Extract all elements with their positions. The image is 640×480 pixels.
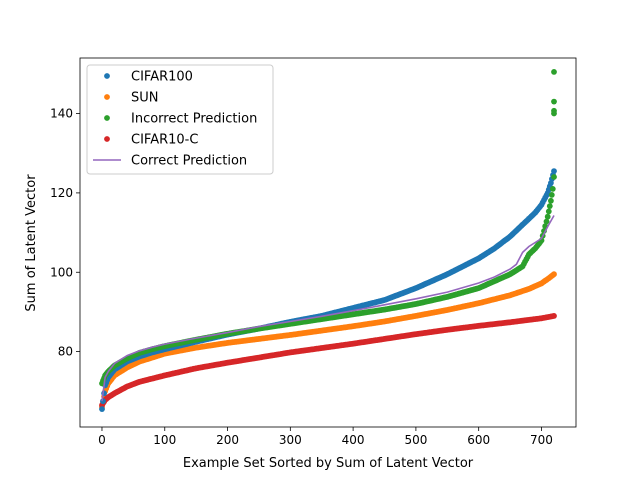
legend-swatch [104, 136, 110, 142]
legend-label: CIFAR10-C [131, 133, 198, 148]
legend-label: CIFAR100 [131, 70, 193, 85]
data-point [548, 197, 554, 204]
data-point [543, 218, 550, 225]
data-point [545, 208, 552, 215]
y-tick-label: 120 [50, 186, 73, 200]
legend-label: SUN [131, 91, 159, 106]
x-tick-label: 500 [404, 433, 427, 447]
series-line-correct-prediction [101, 215, 555, 402]
legend-item-sun: SUN [104, 91, 159, 106]
y-axis-label: Sum of Latent Vector [24, 174, 39, 312]
legend-swatch [104, 73, 110, 79]
x-tick-label: 100 [153, 433, 176, 447]
data-point [99, 406, 105, 412]
legend-swatch [104, 94, 110, 100]
legend-swatch [104, 115, 110, 121]
outlier-point [551, 98, 557, 105]
data-point [551, 313, 557, 319]
axes-frame [79, 57, 577, 428]
legend-label: Correct Prediction [131, 154, 247, 169]
series-correct-prediction [101, 215, 555, 402]
data-point [548, 192, 555, 198]
data-point [544, 213, 551, 220]
y-tick-label: 80 [58, 345, 73, 359]
data-point [551, 174, 557, 180]
x-tick-label: 400 [342, 433, 365, 447]
series-cifar10-c [99, 313, 557, 409]
data-point [549, 186, 556, 192]
legend-item-incorrect-prediction: Incorrect Prediction [104, 112, 257, 127]
y-tick-label: 100 [50, 265, 73, 279]
legend-label: Incorrect Prediction [131, 112, 257, 127]
x-axis-ticks: 0 100 200 300 400 500 600 700 [98, 427, 553, 447]
x-tick-label: 0 [98, 433, 106, 447]
outlier-point [551, 107, 557, 114]
data-point [551, 168, 557, 175]
outlier-point [551, 69, 557, 75]
x-tick-label: 700 [530, 433, 553, 447]
x-tick-label: 300 [279, 433, 302, 447]
legend-item-correct-prediction: Correct Prediction [93, 154, 247, 169]
plot-area [99, 69, 557, 412]
y-axis-ticks: 80 100 120 140 [50, 107, 80, 359]
legend-box [86, 64, 274, 175]
x-tick-label: 200 [216, 433, 239, 447]
legend: CIFAR100 SUN Incorrect Prediction CIFAR10-C… [86, 64, 274, 175]
legend-item-cifar10-c: CIFAR10-C [104, 133, 198, 148]
x-axis-label: Example Set Sorted by Sum of Latent Vect… [183, 456, 474, 471]
data-point [546, 203, 553, 210]
series-sun [99, 271, 557, 411]
x-tick-label: 600 [467, 433, 490, 447]
y-tick-label: 140 [50, 107, 73, 121]
legend-item-cifar100: CIFAR100 [104, 70, 193, 85]
data-point [551, 271, 557, 278]
